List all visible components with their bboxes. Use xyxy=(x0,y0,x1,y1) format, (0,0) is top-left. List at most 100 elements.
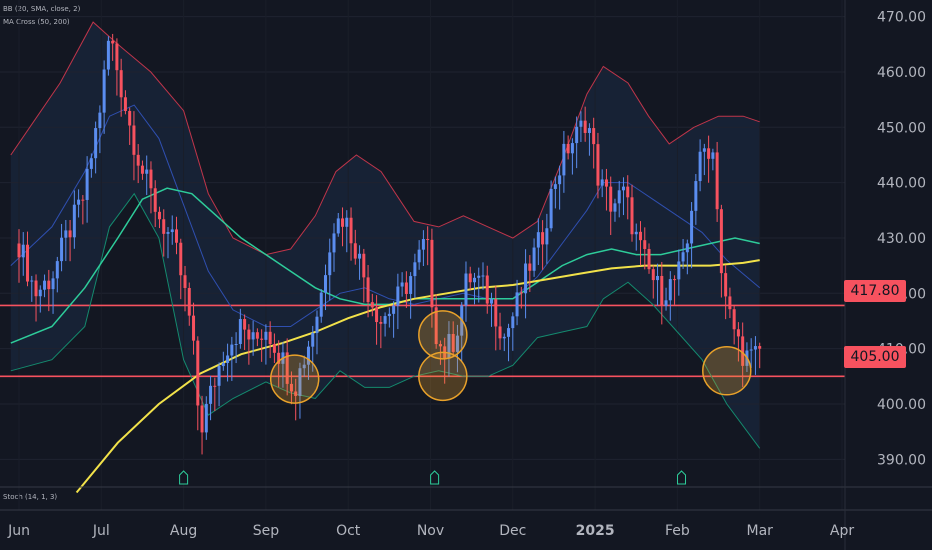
candle-body xyxy=(230,344,234,356)
candle-body xyxy=(209,385,213,404)
candle-body xyxy=(609,186,613,212)
x-tick-label: Apr xyxy=(830,523,854,539)
candle-body xyxy=(268,331,272,345)
candle-body xyxy=(132,125,136,155)
candle-body xyxy=(21,244,25,258)
candle-body xyxy=(413,262,417,277)
candle-body xyxy=(528,263,532,271)
candle-body xyxy=(570,143,574,154)
y-tick-label: 460.00 xyxy=(877,65,926,81)
candle-body xyxy=(400,282,404,287)
candle-body xyxy=(698,151,702,182)
earnings-marker xyxy=(179,470,189,485)
candle-body xyxy=(575,126,579,144)
series-line-bb-upper xyxy=(10,21,760,256)
candle-body xyxy=(94,128,98,159)
candle-body xyxy=(668,279,672,301)
x-tick-label: Feb xyxy=(665,523,690,539)
candle-body xyxy=(294,391,298,396)
stoch-indicator-label[interactable]: Stoch (14, 1, 3) xyxy=(3,493,58,501)
candle-body xyxy=(383,316,387,324)
x-tick-label: Mar xyxy=(746,523,773,539)
x-tick-label: Oct xyxy=(336,523,361,539)
bollinger-band-fill xyxy=(10,22,760,449)
candle-body xyxy=(690,210,694,244)
candle-body xyxy=(736,329,740,337)
candle-body xyxy=(421,239,425,250)
candle-body xyxy=(115,43,119,71)
candle-body xyxy=(336,218,340,234)
candle-body xyxy=(404,282,408,294)
candle-body xyxy=(583,120,587,133)
candle-body xyxy=(468,273,472,283)
level-tag-405-00: 405.00 xyxy=(844,346,906,368)
candle-body xyxy=(323,275,327,293)
candle-body xyxy=(149,169,153,189)
candle-body xyxy=(183,275,187,288)
candle-body xyxy=(272,344,276,353)
x-tick-label: Sep xyxy=(253,523,280,539)
candle-body xyxy=(541,232,545,245)
candle-body xyxy=(366,277,370,303)
candle-body xyxy=(438,344,442,347)
candle-body xyxy=(532,247,536,271)
candle-body xyxy=(370,302,374,308)
candle-body xyxy=(630,197,634,235)
candle-body xyxy=(562,143,566,176)
series-line-bb-lower xyxy=(10,192,761,449)
candle-body xyxy=(358,253,362,259)
ma-cross-indicator-label[interactable]: MA Cross (50, 200) xyxy=(3,18,70,26)
candle-body xyxy=(145,169,149,174)
candle-body xyxy=(111,40,115,44)
candle-body xyxy=(417,249,421,263)
candle-body xyxy=(51,278,55,290)
candle-body xyxy=(89,158,93,169)
candle-body xyxy=(472,277,476,283)
candle-body xyxy=(136,154,140,166)
candle-body xyxy=(673,279,677,281)
candle-body xyxy=(549,188,553,229)
candle-body xyxy=(515,292,519,317)
candle-body xyxy=(536,232,540,248)
bb-indicator-label[interactable]: BB (20, SMA, close, 2) xyxy=(3,5,81,13)
x-tick-label: Jul xyxy=(92,523,110,539)
candle-body xyxy=(558,175,562,185)
candle-body xyxy=(196,340,200,406)
candle-body xyxy=(434,307,438,345)
candle-body xyxy=(319,292,323,317)
candle-body xyxy=(162,219,166,234)
candle-body xyxy=(566,143,570,154)
candle-body xyxy=(332,233,336,253)
x-tick-label: 2025 xyxy=(576,523,615,539)
series-line-ma200 xyxy=(75,259,760,494)
earnings-markers xyxy=(179,470,687,485)
candle-body xyxy=(349,217,353,244)
candle-body xyxy=(728,296,732,310)
candle-body xyxy=(447,333,451,359)
highlight-circle xyxy=(702,346,752,396)
candle-body xyxy=(455,335,459,352)
candle-body xyxy=(179,242,183,276)
candle-body xyxy=(477,275,481,278)
candle-body xyxy=(200,405,204,433)
candle-body xyxy=(426,239,430,241)
candle-body xyxy=(140,165,144,174)
candle-body xyxy=(626,186,630,198)
candle-body xyxy=(387,313,391,317)
candle-body xyxy=(166,232,170,234)
y-tick-label: 400.00 xyxy=(877,397,926,413)
candle-body xyxy=(30,280,34,282)
candle-body xyxy=(617,190,621,204)
candle-body xyxy=(724,273,728,297)
candle-body xyxy=(707,148,711,159)
candle-body xyxy=(247,329,251,340)
candle-body xyxy=(26,244,30,282)
candle-body xyxy=(119,70,123,98)
candle-body xyxy=(379,322,383,324)
candle-body xyxy=(392,305,396,314)
candle-body xyxy=(519,292,523,294)
candle-body xyxy=(604,179,608,187)
candle-body xyxy=(251,332,255,340)
candle-body xyxy=(289,383,293,392)
